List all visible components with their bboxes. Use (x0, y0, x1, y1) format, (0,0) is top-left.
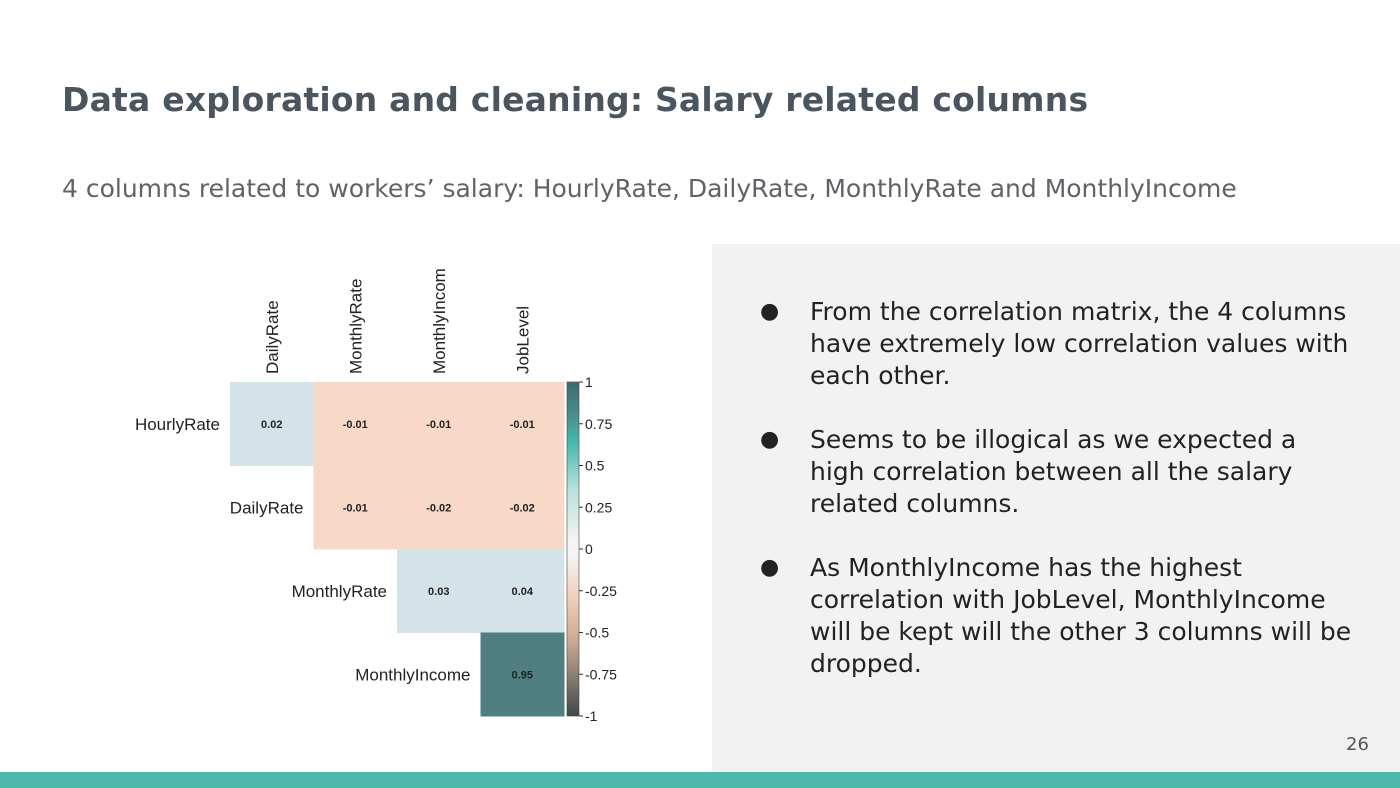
heatmap-svg: 0.02 -0.01 -0.01 -0.01 -0.01 -0.02 -0.02 0.03 0.… (135, 268, 617, 724)
heatmap-cell (480, 382, 565, 466)
column-label: MonthlyRate (346, 279, 365, 374)
cell-value-label: -0.01 (343, 502, 368, 514)
heatmap-cell (480, 632, 565, 717)
bullet-dot-icon: ● (760, 427, 780, 452)
cell-value-label: -0.02 (426, 502, 451, 514)
bullet-text: Seems to be illogical as we expected a h… (810, 425, 1297, 518)
cell-value-label: 0.04 (512, 586, 534, 598)
heatmap-cell (313, 465, 398, 550)
slide-title: Data exploration and cleaning: Salary re… (62, 80, 1089, 119)
cell-value-label: 0.03 (428, 586, 449, 598)
colorbar-tick-label: 0.25 (585, 499, 612, 515)
colorbar-tick-label: 0.75 (585, 416, 612, 432)
heatmap-cell (313, 382, 398, 466)
row-label: DailyRate (230, 498, 304, 517)
row-label: MonthlyIncome (355, 665, 470, 684)
colorbar-tick-label: 1 (585, 374, 593, 390)
cell-value-label: 0.95 (512, 669, 533, 681)
cell-value-label: 0.02 (261, 419, 282, 431)
colorbar (566, 381, 580, 717)
page-number: 26 (1346, 734, 1369, 755)
notes-panel: ● From the correlation matrix, the 4 col… (712, 244, 1400, 772)
colorbar-tick-label: -1 (585, 708, 598, 724)
colorbar-tick-label: -0.25 (585, 583, 617, 599)
row-label: MonthlyRate (292, 582, 387, 601)
column-label: MonthlyIncom (430, 268, 449, 374)
colorbar-tick-label: 0 (585, 541, 593, 557)
slide-subtitle: 4 columns related to workers’ salary: Ho… (62, 174, 1237, 203)
cell-value-label: -0.01 (343, 419, 368, 431)
heatmap-cell (480, 549, 565, 633)
bullet-dot-icon: ● (760, 299, 780, 324)
bullet-list: ● From the correlation matrix, the 4 col… (754, 296, 1354, 712)
heatmap-cell (397, 382, 481, 466)
row-label: HourlyRate (135, 415, 220, 434)
heatmap-cell (397, 549, 481, 633)
bullet-item: ● Seems to be illogical as we expected a… (754, 424, 1354, 520)
column-label: JobLevel (513, 306, 532, 374)
cell-value-label: -0.02 (510, 502, 535, 514)
colorbar-tick-label: 0.5 (585, 458, 605, 474)
bottom-accent-bar (0, 772, 1400, 788)
correlation-heatmap: 0.02 -0.01 -0.01 -0.01 -0.01 -0.02 -0.02 0.03 0.… (110, 240, 630, 730)
colorbar-tick-label: -0.75 (585, 666, 617, 682)
heatmap-cell (480, 465, 565, 550)
bullet-dot-icon: ● (760, 555, 780, 580)
heatmap-cell (230, 382, 314, 466)
cell-value-label: -0.01 (510, 419, 535, 431)
column-label: DailyRate (263, 300, 282, 374)
bullet-text: As MonthlyIncome has the highest correla… (810, 553, 1352, 678)
bullet-item: ● As MonthlyIncome has the highest corre… (754, 552, 1354, 680)
colorbar-tick-label: -0.5 (585, 625, 609, 641)
heatmap-cell (397, 465, 481, 550)
cell-value-label: -0.01 (426, 419, 451, 431)
bullet-text: From the correlation matrix, the 4 colum… (810, 297, 1349, 390)
bullet-item: ● From the correlation matrix, the 4 col… (754, 296, 1354, 392)
